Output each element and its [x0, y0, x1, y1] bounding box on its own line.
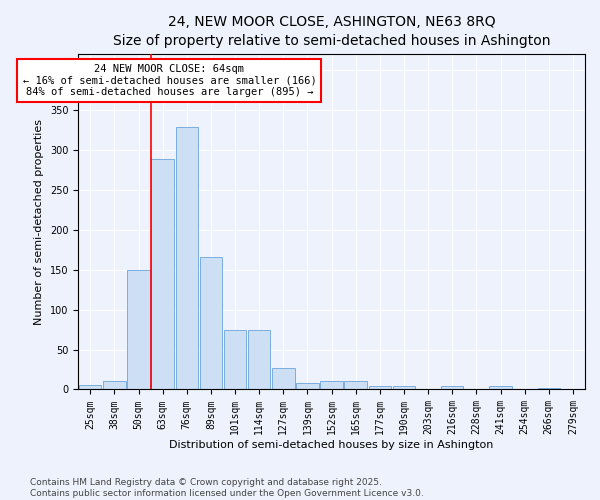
Bar: [176, 128, 198, 390]
Bar: [79, 386, 101, 390]
Bar: [151, 160, 174, 390]
Bar: [344, 382, 367, 390]
Bar: [127, 270, 150, 390]
Bar: [368, 386, 391, 390]
Bar: [490, 386, 512, 390]
Bar: [248, 330, 271, 390]
X-axis label: Distribution of semi-detached houses by size in Ashington: Distribution of semi-detached houses by …: [169, 440, 494, 450]
Bar: [538, 388, 560, 390]
Bar: [200, 257, 222, 390]
Bar: [296, 383, 319, 390]
Bar: [441, 386, 463, 390]
Bar: [320, 382, 343, 390]
Y-axis label: Number of semi-detached properties: Number of semi-detached properties: [34, 118, 44, 324]
Bar: [103, 382, 125, 390]
Text: 24 NEW MOOR CLOSE: 64sqm
← 16% of semi-detached houses are smaller (166)
84% of : 24 NEW MOOR CLOSE: 64sqm ← 16% of semi-d…: [23, 64, 316, 97]
Bar: [393, 386, 415, 390]
Bar: [224, 330, 246, 390]
Bar: [272, 368, 295, 390]
Text: Contains HM Land Registry data © Crown copyright and database right 2025.
Contai: Contains HM Land Registry data © Crown c…: [30, 478, 424, 498]
Title: 24, NEW MOOR CLOSE, ASHINGTON, NE63 8RQ
Size of property relative to semi-detach: 24, NEW MOOR CLOSE, ASHINGTON, NE63 8RQ …: [113, 15, 550, 48]
